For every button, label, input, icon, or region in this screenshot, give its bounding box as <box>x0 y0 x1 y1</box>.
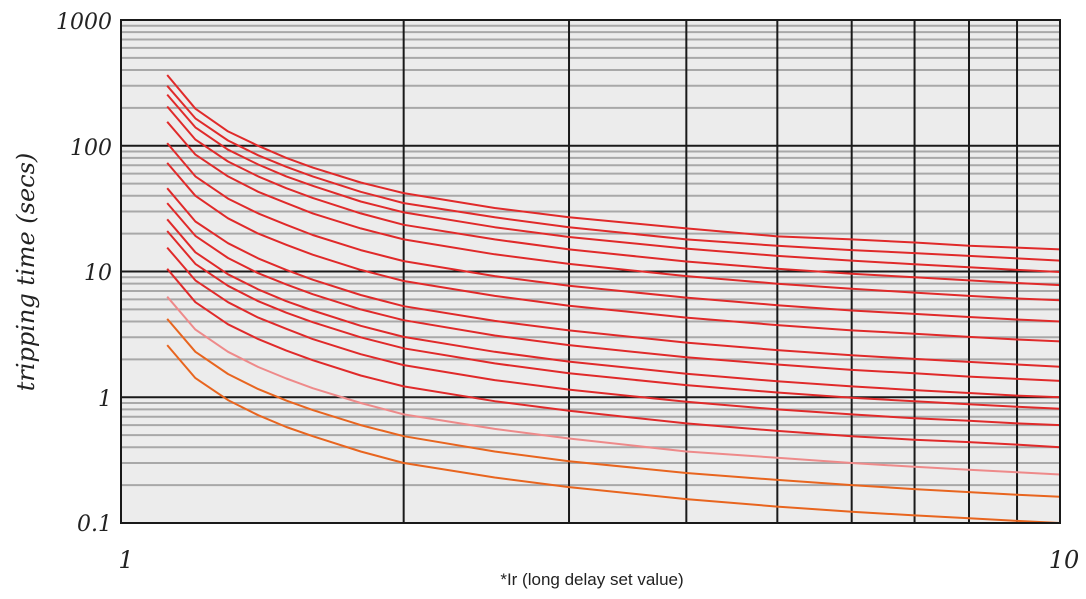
series-line-15 <box>166 318 1061 498</box>
y-tick-label-10: 10 <box>84 261 112 286</box>
y-tick-label-100: 100 <box>70 136 112 161</box>
series-line-12 <box>166 246 1061 427</box>
series-line-14 <box>166 296 1061 476</box>
series-line-10 <box>166 218 1061 399</box>
series-line-2 <box>166 85 1061 262</box>
x-axis-label: *Ir (long delay set value) <box>500 570 683 589</box>
y-tick-label-1: 1 <box>98 387 112 412</box>
series-line-6 <box>166 142 1061 323</box>
series-line-1 <box>166 74 1061 251</box>
series-line-11 <box>166 230 1061 410</box>
series-lines <box>166 74 1061 524</box>
series-line-13 <box>166 268 1061 449</box>
x-tick-label-1: 1 <box>118 546 133 574</box>
y-axis-label: tripping time (secs) <box>12 153 40 392</box>
y-tick-label-1000: 1000 <box>56 10 112 35</box>
series-line-9 <box>166 202 1061 382</box>
series-line-8 <box>166 187 1061 368</box>
series-line-5 <box>166 121 1061 302</box>
plot-frame <box>120 19 1061 524</box>
y-tick-label-0.1: 0.1 <box>77 512 112 537</box>
series-line-4 <box>166 105 1061 287</box>
series-line-7 <box>166 162 1061 343</box>
series-line-3 <box>166 93 1061 273</box>
series-line-16 <box>166 344 1061 524</box>
x-tick-label-10: 10 <box>1049 546 1080 574</box>
grid-lines <box>121 20 1060 523</box>
